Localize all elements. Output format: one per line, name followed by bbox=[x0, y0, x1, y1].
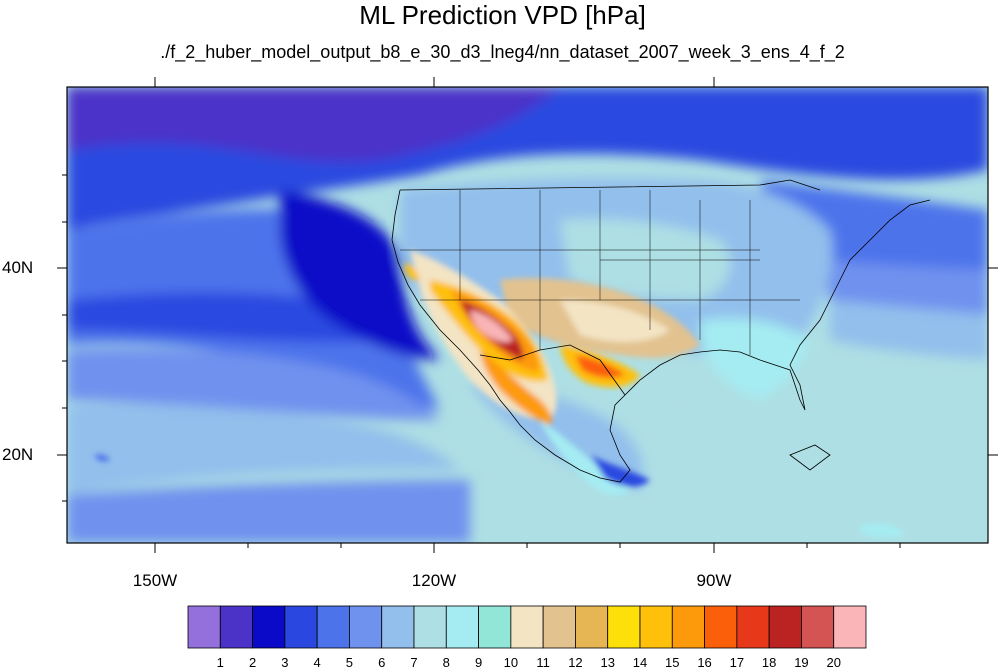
colorbar-swatch-9 bbox=[478, 605, 512, 649]
colorbar-swatch-20 bbox=[833, 605, 867, 649]
colorbar-tick-label: 14 bbox=[632, 655, 648, 670]
vpd-field bbox=[67, 87, 988, 543]
colorbar-swatch-8 bbox=[445, 605, 479, 649]
colorbar-tick-label: 19 bbox=[794, 655, 809, 670]
colorbar-tick-label: 2 bbox=[248, 655, 257, 670]
chart-subtitle: ./f_2_huber_model_output_b8_e_30_d3_lneg… bbox=[160, 42, 845, 62]
colorbar-swatch-14 bbox=[639, 605, 673, 649]
colorbar-swatch-10 bbox=[510, 605, 544, 649]
colorbar-swatch-16 bbox=[704, 605, 738, 649]
colorbar-tick-label: 13 bbox=[600, 655, 615, 670]
colorbar-tick-label: 7 bbox=[410, 655, 418, 670]
chart-title: ML Prediction VPD [hPa] bbox=[359, 0, 646, 30]
colorbar-swatch-2 bbox=[252, 605, 286, 649]
colorbar-swatch-1 bbox=[219, 605, 253, 649]
colorbar-swatch-6 bbox=[381, 605, 415, 649]
axis-ticks bbox=[57, 77, 998, 553]
colorbar-tick-label: 4 bbox=[313, 655, 321, 670]
colorbar-tick-label: 12 bbox=[568, 655, 583, 670]
colorbar-tick-label: 18 bbox=[761, 655, 777, 670]
colorbar-swatch-15 bbox=[671, 605, 705, 649]
colorbar-swatch-5 bbox=[349, 605, 383, 649]
colorbar-swatch-7 bbox=[413, 605, 447, 649]
colorbar-tick-label: 15 bbox=[665, 655, 680, 670]
colorbar-tick-label: 11 bbox=[536, 655, 550, 670]
colorbar-tick-label: 20 bbox=[826, 655, 841, 670]
colorbar bbox=[187, 605, 867, 649]
colorbar-tick-label: 3 bbox=[281, 655, 289, 670]
colorbar-swatch-0 bbox=[187, 605, 221, 649]
colorbar-swatch-19 bbox=[801, 605, 835, 649]
colorbar-swatch-18 bbox=[768, 605, 802, 649]
colorbar-swatch-3 bbox=[284, 605, 318, 649]
colorbar-tick-label: 8 bbox=[442, 655, 450, 670]
colorbar-tick-label: 16 bbox=[697, 655, 712, 670]
lon-label-120w: 120W bbox=[411, 571, 457, 590]
state-borders bbox=[400, 190, 800, 355]
lat-label-20n: 20N bbox=[2, 445, 34, 464]
colorbar-swatch-13 bbox=[607, 605, 641, 649]
colorbar-tick-label: 6 bbox=[378, 655, 386, 670]
lon-label-150w: 150W bbox=[132, 571, 178, 590]
lon-label-90w: 90W bbox=[696, 571, 732, 590]
colorbar-tick-label: 10 bbox=[503, 655, 519, 670]
lat-label-40n: 40N bbox=[2, 258, 34, 277]
colorbar-swatch-11 bbox=[542, 605, 576, 649]
colorbar-tick-label: 17 bbox=[729, 655, 745, 670]
colorbar-swatch-12 bbox=[575, 605, 609, 649]
coastlines bbox=[391, 179, 931, 483]
colorbar-swatch-17 bbox=[736, 605, 770, 649]
colorbar-tick-label: 9 bbox=[474, 655, 483, 670]
colorbar-swatch-4 bbox=[316, 605, 350, 649]
colorbar-tick-label: 5 bbox=[345, 655, 354, 670]
colorbar-tick-label: 1 bbox=[216, 655, 224, 670]
